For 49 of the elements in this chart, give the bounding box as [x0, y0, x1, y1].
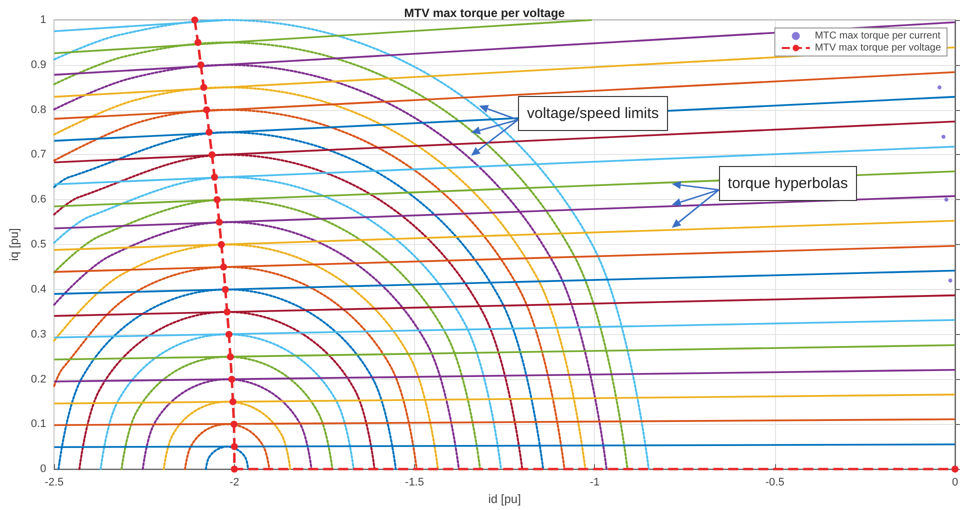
y-tick-label: 1 — [40, 14, 46, 26]
x-tick-label: -0.5 — [765, 476, 784, 489]
point — [220, 264, 228, 271]
x-tick-label: -1.5 — [405, 476, 424, 489]
point — [230, 466, 238, 473]
point — [230, 443, 238, 450]
y-tick-label: 0.6 — [30, 194, 46, 206]
y-tick-label: 0.5 — [30, 238, 46, 251]
point — [216, 218, 223, 226]
x-axis-title: id [pu] — [488, 492, 521, 506]
y-tick-label: 0.2 — [30, 373, 46, 386]
y-tick-label: 0.7 — [30, 148, 46, 161]
y-axis-title: iq [pu] — [7, 228, 21, 261]
point — [211, 174, 218, 181]
legend-label: MTC max torque per current — [814, 30, 941, 42]
point — [229, 398, 236, 406]
point — [224, 308, 231, 316]
y-tick-label: 0 — [40, 463, 46, 476]
y-tick-label: 0.3 — [30, 328, 46, 340]
x-tick-label: -1 — [590, 476, 600, 489]
point — [944, 198, 948, 202]
point — [938, 85, 942, 90]
x-tick-label: -2 — [229, 476, 240, 489]
legend-label: MTV max torque per voltage — [814, 42, 942, 54]
point — [222, 286, 229, 293]
y-tick-label: 0.8 — [30, 104, 46, 116]
annotation: torque hyperbolas — [718, 166, 857, 201]
x-tick-label: 0 — [952, 476, 958, 489]
annotation: voltage/speed limits — [518, 96, 668, 131]
point — [941, 134, 946, 139]
point — [228, 376, 236, 383]
point — [230, 420, 238, 428]
chart-title: MTV max torque per voltage — [404, 6, 566, 20]
point — [225, 330, 232, 338]
y-tick-label: 0.1 — [30, 418, 46, 430]
point — [226, 353, 234, 360]
point — [197, 61, 204, 68]
y-tick-label: 0.4 — [30, 283, 46, 296]
point — [200, 84, 208, 91]
point — [203, 106, 210, 114]
point — [191, 16, 198, 24]
y-tick-label: 0.9 — [30, 58, 46, 71]
point — [214, 196, 221, 204]
x-tick-label: -2.5 — [44, 476, 64, 489]
point — [218, 241, 225, 248]
point — [948, 278, 952, 282]
point — [194, 38, 202, 46]
point — [206, 128, 213, 136]
point — [208, 151, 216, 158]
